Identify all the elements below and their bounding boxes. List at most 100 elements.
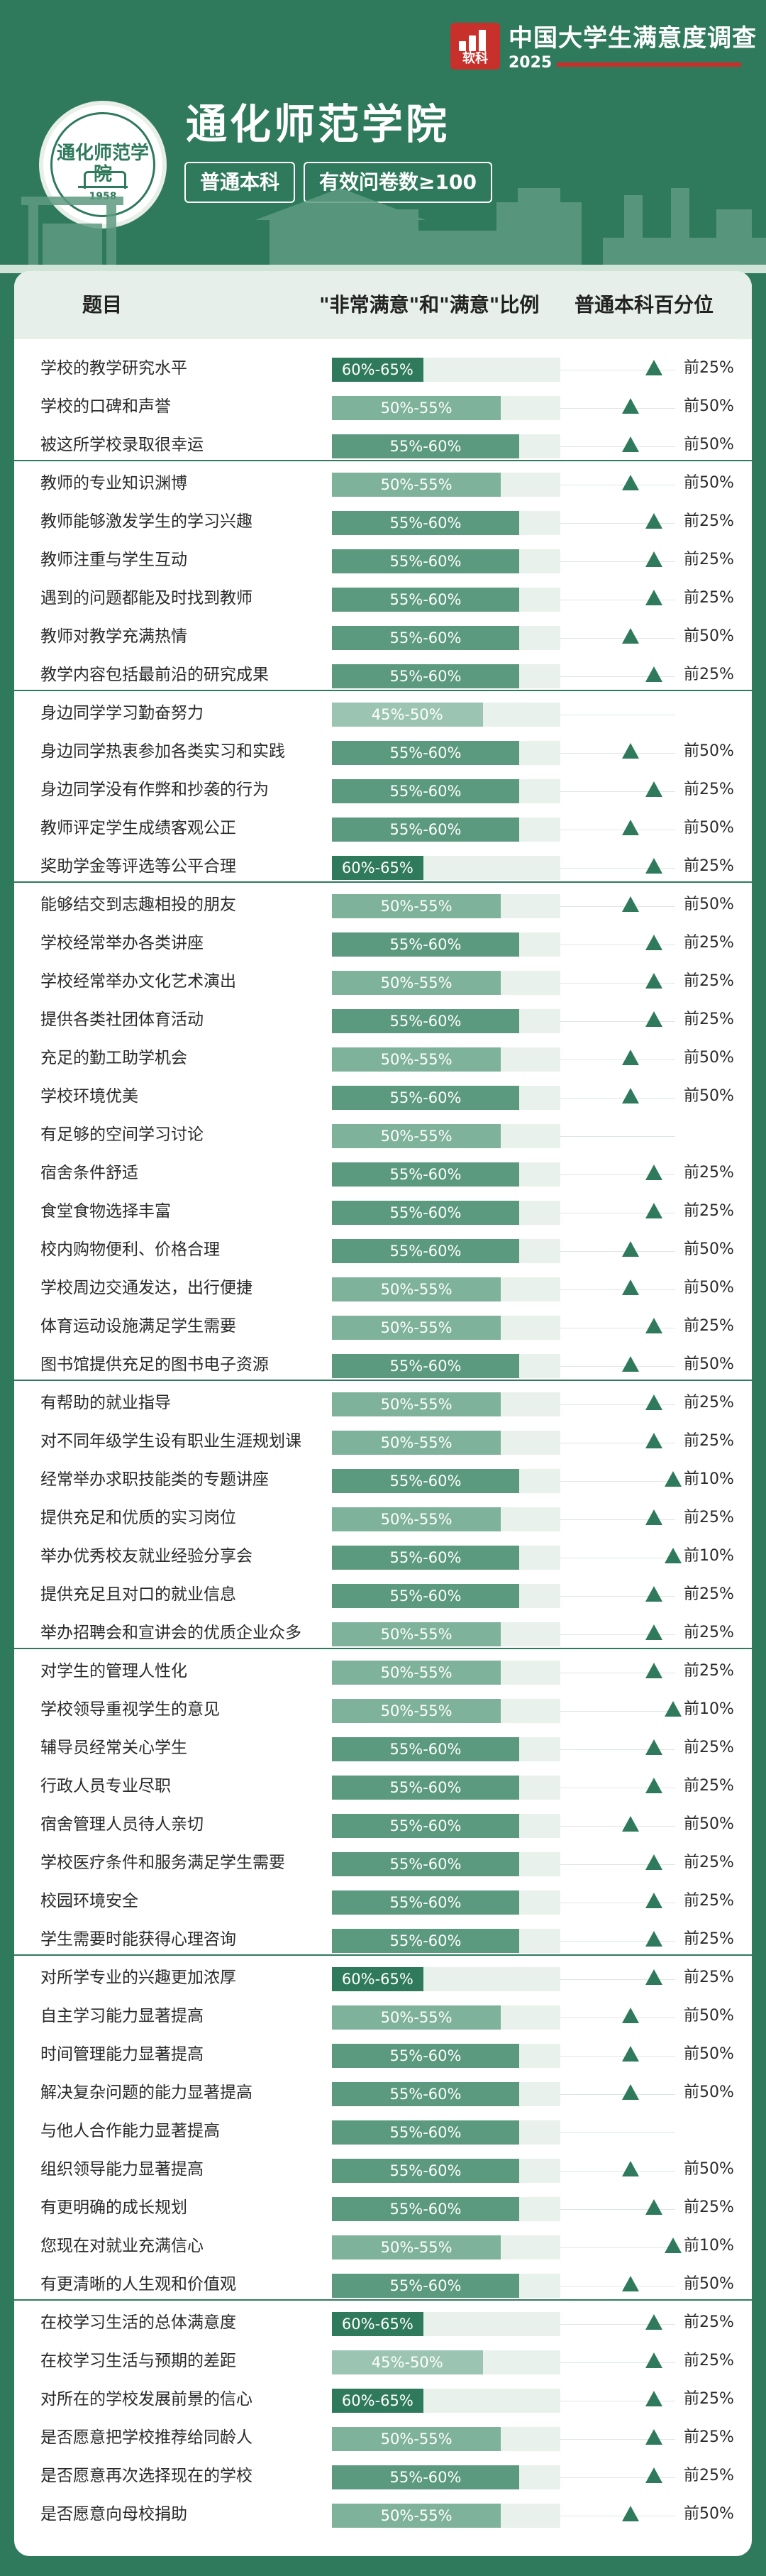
bar-value-label: 55%-60% — [389, 1932, 462, 1949]
chart-row: 教师评定学生成绩客观公正 55%-60% 前50% — [14, 809, 752, 847]
bar-fill: 55%-60% — [332, 434, 520, 458]
percentile-triangle-icon — [622, 2008, 639, 2023]
percentile-triangle-icon — [645, 2467, 662, 2483]
row-label: 对所学专业的兴趣更加浓厚 — [40, 1969, 236, 1987]
connector-line — [560, 1404, 675, 1405]
bar-value-label: 50%-55% — [380, 2507, 453, 2524]
chart-row: 奖助学金等评选等公平合理 60%-65% 前25% — [14, 847, 752, 886]
percentile-label: 前25% — [684, 1011, 734, 1028]
connector-line — [560, 2247, 675, 2248]
bar-fill: 55%-60% — [332, 2082, 520, 2106]
row-label: 图书馆提供充足的图书电子资源 — [40, 1355, 269, 1374]
bar-value-label: 50%-55% — [380, 476, 453, 493]
row-label: 学校领导重视学生的意见 — [40, 1700, 220, 1719]
bar-value-label: 50%-55% — [380, 898, 453, 915]
bar-track: 50%-55% — [332, 894, 560, 918]
row-label: 身边同学没有作弊和抄袭的行为 — [40, 781, 269, 799]
row-label: 遇到的问题都能及时找到教师 — [40, 589, 252, 607]
bar-fill: 50%-55% — [332, 1316, 501, 1340]
bar-track: 55%-60% — [332, 741, 560, 765]
percentile-triangle-icon — [622, 398, 639, 414]
percentile-label: 前25% — [684, 1930, 734, 1948]
bar-fill: 50%-55% — [332, 2427, 501, 2451]
percentile-triangle-icon — [665, 2238, 682, 2253]
percentile-label: 前25% — [684, 1854, 734, 1871]
chart-row: 教师对教学充满热情 55%-60% 前50% — [14, 617, 752, 656]
bar-fill: 55%-60% — [332, 588, 520, 612]
percentile-triangle-icon — [645, 1011, 662, 1027]
percentile-label: 前25% — [684, 1739, 734, 1756]
row-label: 学校医疗条件和服务满足学生需要 — [40, 1854, 285, 1872]
bar-track: 55%-60% — [332, 779, 560, 803]
row-label: 身边同学学习勤奋努力 — [40, 704, 204, 722]
bar-value-label: 55%-60% — [389, 1817, 462, 1834]
chart-row: 组织领导能力显著提高 55%-60% 前50% — [14, 2150, 752, 2189]
percentile-triangle-icon — [645, 1165, 662, 1180]
chart-row: 举办招聘会和宣讲会的优质企业众多 50%-55% 前25% — [14, 1614, 752, 1652]
brand-underline — [557, 62, 741, 67]
bar-value-label: 55%-60% — [389, 553, 462, 570]
percentile-triangle-icon — [665, 1701, 682, 1717]
bar-fill: 55%-60% — [332, 932, 520, 957]
chart-row: 体育运动设施满足学生需要 50%-55% 前25% — [14, 1307, 752, 1345]
chart-row: 校内购物便利、价格合理 55%-60% 前50% — [14, 1231, 752, 1269]
chart-row: 有帮助的就业指导 50%-55% 前25% — [14, 1384, 752, 1422]
percentile-label: 前25% — [684, 2390, 734, 2408]
bar-fill: 50%-55% — [332, 1699, 501, 1723]
percentile-triangle-icon — [645, 1318, 662, 1333]
bar-track: 55%-60% — [332, 1814, 560, 1838]
connector-line — [560, 523, 675, 524]
bar-fill: 55%-60% — [332, 1239, 520, 1263]
row-label: 教师评定学生成绩客观公正 — [40, 819, 236, 837]
connector-line — [560, 983, 675, 984]
percentile-triangle-icon — [622, 2084, 639, 2100]
bar-fill: 55%-60% — [332, 2159, 520, 2183]
bar-track: 50%-55% — [332, 1507, 560, 1531]
percentile-triangle-icon — [622, 475, 639, 490]
bar-fill: 55%-60% — [332, 741, 520, 765]
group-separator — [14, 881, 752, 883]
bar-value-label: 55%-60% — [389, 821, 462, 838]
bar-value-label: 50%-55% — [380, 1319, 453, 1336]
bar-fill: 55%-60% — [332, 1546, 520, 1570]
bar-track: 55%-60% — [332, 2159, 560, 2183]
percentile-label: 前10% — [684, 1470, 734, 1488]
bar-value-label: 55%-60% — [389, 2277, 462, 2294]
row-label: 被这所学校录取很幸运 — [40, 436, 204, 454]
bar-track: 50%-55% — [332, 1431, 560, 1455]
bar-track: 55%-60% — [332, 1890, 560, 1915]
percentile-label: 前50% — [684, 1049, 734, 1067]
percentile-triangle-icon — [645, 1778, 662, 1793]
connector-line — [560, 1749, 675, 1750]
percentile-triangle-icon — [645, 1624, 662, 1640]
percentile-label: 前50% — [684, 2007, 734, 2025]
percentile-label: 前50% — [684, 1087, 734, 1105]
bar-fill: 55%-60% — [332, 2274, 520, 2298]
chart-row: 对不同年级学生设有职业生涯规划课 50%-55% 前25% — [14, 1422, 752, 1460]
connector-line — [560, 2171, 675, 2172]
bar-value-label: 50%-55% — [380, 2009, 453, 2026]
bar-value-label: 55%-60% — [389, 438, 462, 455]
bar-track: 45%-50% — [332, 703, 560, 727]
group-separator — [14, 690, 752, 691]
percentile-label: 前25% — [684, 1317, 734, 1335]
row-label: 经常举办求职技能类的专题讲座 — [40, 1470, 269, 1489]
bar-track: 55%-60% — [332, 1929, 560, 1953]
connector-line — [560, 2056, 675, 2057]
connector-line — [560, 2132, 675, 2133]
percentile-label: 前50% — [684, 1240, 734, 1258]
percentile-label: 前25% — [684, 1624, 734, 1641]
chart-row: 对学生的管理人性化 50%-55% 前25% — [14, 1652, 752, 1690]
connector-line — [560, 1289, 675, 1290]
connector-line — [560, 561, 675, 562]
bar-track: 55%-60% — [332, 932, 560, 957]
bar-fill: 55%-60% — [332, 1814, 520, 1838]
bar-fill: 50%-55% — [332, 971, 501, 995]
row-label: 校内购物便利、价格合理 — [40, 1240, 220, 1259]
percentile-triangle-icon — [645, 2314, 662, 2330]
row-label: 有帮助的就业指导 — [40, 1394, 171, 1412]
connector-line — [560, 1864, 675, 1865]
connector-line — [560, 676, 675, 677]
percentile-triangle-icon — [622, 2046, 639, 2062]
column-header-percentile: 普通本科百分位 — [574, 293, 714, 317]
